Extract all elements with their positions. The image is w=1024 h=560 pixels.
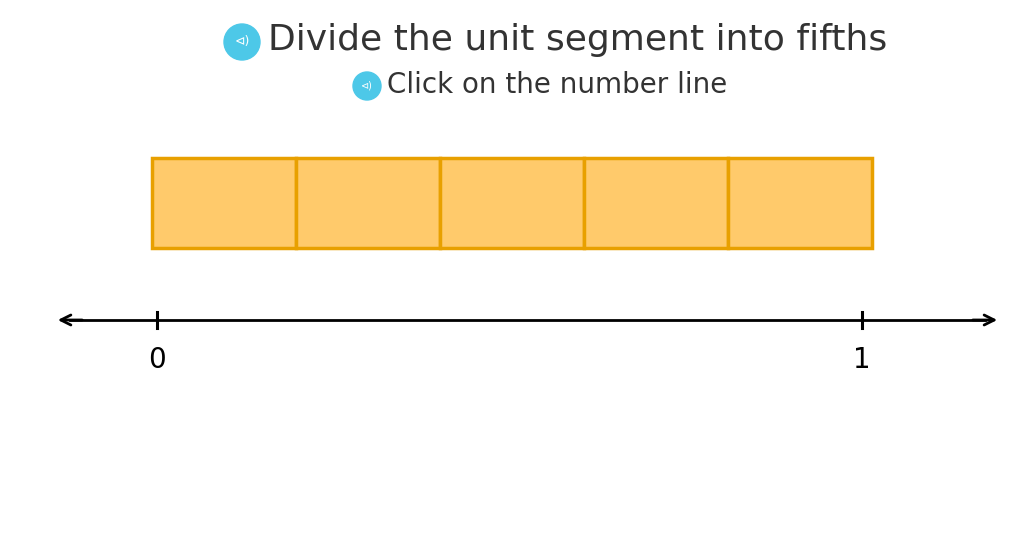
Text: ⊲): ⊲) xyxy=(361,81,373,91)
Bar xyxy=(728,158,872,248)
Circle shape xyxy=(353,72,381,100)
Text: 1: 1 xyxy=(853,346,870,374)
Text: ⊲): ⊲) xyxy=(234,35,250,49)
Bar xyxy=(440,158,584,248)
Circle shape xyxy=(224,24,260,60)
Text: Click on the number line: Click on the number line xyxy=(387,71,727,99)
Text: 0: 0 xyxy=(148,346,166,374)
Bar xyxy=(584,158,728,248)
Text: Divide the unit segment into fifths: Divide the unit segment into fifths xyxy=(268,23,887,57)
Bar xyxy=(296,158,440,248)
Bar xyxy=(152,158,296,248)
